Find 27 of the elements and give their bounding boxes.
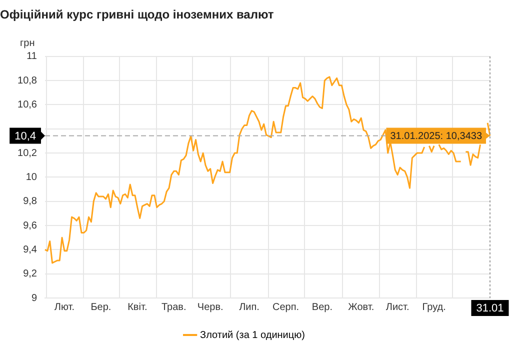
x-tick-label: Груд. xyxy=(422,302,446,313)
y-tick-label: 9,2 xyxy=(23,268,38,280)
legend-label: Злотий (за 1 одиницю) xyxy=(200,330,305,341)
annotation: 31.01.2025: 10,3433 xyxy=(390,130,482,142)
x-tick-label: Лют. xyxy=(54,302,74,313)
x-tick-label: Лип. xyxy=(239,302,260,313)
y-tick-label: 10,6 xyxy=(18,99,38,110)
x-tick-label: Трав. xyxy=(161,302,186,313)
text: 10,4 xyxy=(14,130,36,142)
y-tick-label: 10,2 xyxy=(18,148,38,159)
y-tick-label: 10,8 xyxy=(18,75,38,86)
x-tick-label: Жовт. xyxy=(348,302,374,313)
y-tick-label: 9 xyxy=(31,292,38,304)
x-tick-label: 31.01 xyxy=(476,302,504,315)
x-tick-label: Квіт. xyxy=(128,302,148,313)
y-tick-label: 10 xyxy=(26,172,38,183)
y-axis-title: грн xyxy=(20,38,35,50)
y-tick-label: 9,8 xyxy=(23,196,38,208)
x-tick-label: Бер. xyxy=(90,302,112,313)
x-tick-label: Лист. xyxy=(386,302,410,313)
y-tick-label: 9,4 xyxy=(23,244,38,256)
y-tick-label: 11 xyxy=(26,51,38,62)
x-tick-label: Черв. xyxy=(197,302,224,313)
x-tick-label: Серп. xyxy=(272,302,300,313)
y-tick-label: 9,6 xyxy=(23,220,38,232)
chart-title: Офіційний курс гривні щодо іноземних валют xyxy=(0,8,274,22)
x-tick-label: Вер. xyxy=(312,302,332,313)
